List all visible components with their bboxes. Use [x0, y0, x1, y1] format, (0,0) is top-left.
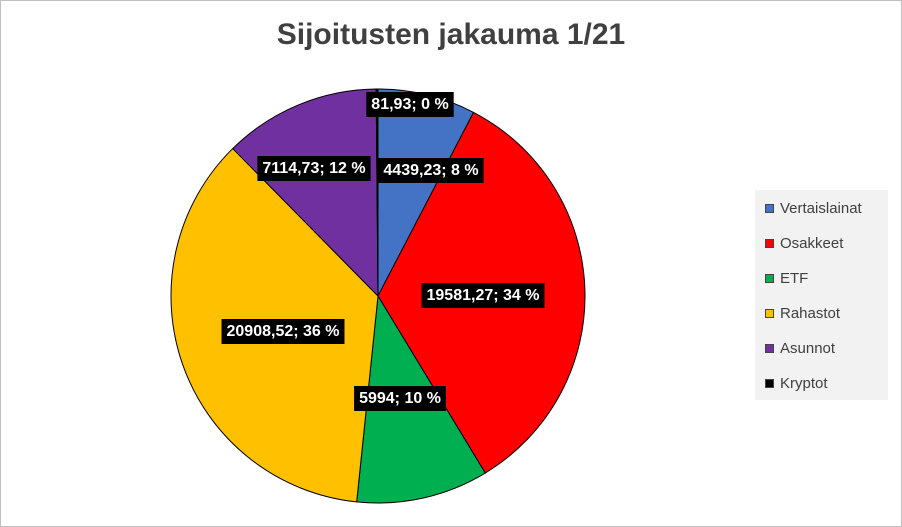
data-label-text: 4439,23; 8 %: [383, 162, 478, 179]
data-labels: 4439,23; 8 % 19581,27; 34 % 5994; 10 % 2090…: [221, 92, 545, 411]
legend-swatch: [765, 308, 774, 318]
data-label-box: [421, 283, 545, 308]
legend-item-rahastot: Rahastot: [765, 303, 840, 323]
data-label-text: 20908,52; 36 %: [227, 323, 340, 340]
data-label-box: [354, 386, 446, 411]
legend-label: ETF: [780, 269, 809, 287]
chart-legend: Vertaislainat Osakkeet ETF Rahastot Asunnot K…: [755, 190, 888, 400]
legend-item-osakkeet: Osakkeet: [765, 233, 843, 253]
legend-swatch: [765, 203, 774, 213]
legend-item-kryptot: Kryptot: [765, 373, 828, 393]
legend-swatch: [765, 378, 774, 388]
data-label-text: 7114,73; 12 %: [262, 160, 365, 177]
data-label-box: [221, 319, 345, 344]
legend-swatch: [765, 238, 774, 248]
data-label: 4439,23; 8 %: [378, 158, 484, 183]
legend-swatch: [765, 343, 774, 353]
data-label-box: [378, 158, 484, 183]
data-label: 5994; 10 %: [354, 386, 446, 411]
data-label: 20908,52; 36 %: [221, 319, 345, 344]
data-label-text: 5994; 10 %: [359, 390, 441, 407]
data-label-box: [366, 92, 454, 117]
legend-label: Osakkeet: [780, 234, 844, 252]
legend-label: Rahastot: [780, 304, 841, 322]
legend-swatch: [765, 273, 774, 283]
legend-label: Asunnot: [780, 339, 836, 357]
legend-item-vertaislainat: Vertaislainat: [765, 198, 862, 218]
data-label-box: [257, 156, 371, 181]
legend-label: Kryptot: [780, 374, 828, 392]
chart-title: Sijoitusten jakauma 1/21: [276, 18, 626, 51]
pie-slice-kryptot: [375, 88, 379, 297]
data-label-text: 81,93; 0 %: [371, 96, 448, 113]
legend-label: Vertaislainat: [780, 199, 862, 217]
data-label-text: 19581,27; 34 %: [427, 287, 540, 304]
data-label: 19581,27; 34 %: [421, 283, 545, 308]
legend-item-etf: ETF: [765, 268, 808, 288]
data-label: 7114,73; 12 %: [257, 156, 371, 181]
legend-item-asunnot: Asunnot: [765, 338, 835, 358]
pie-slice-asunnot: [232, 88, 379, 298]
data-label: 81,93; 0 %: [366, 92, 454, 117]
